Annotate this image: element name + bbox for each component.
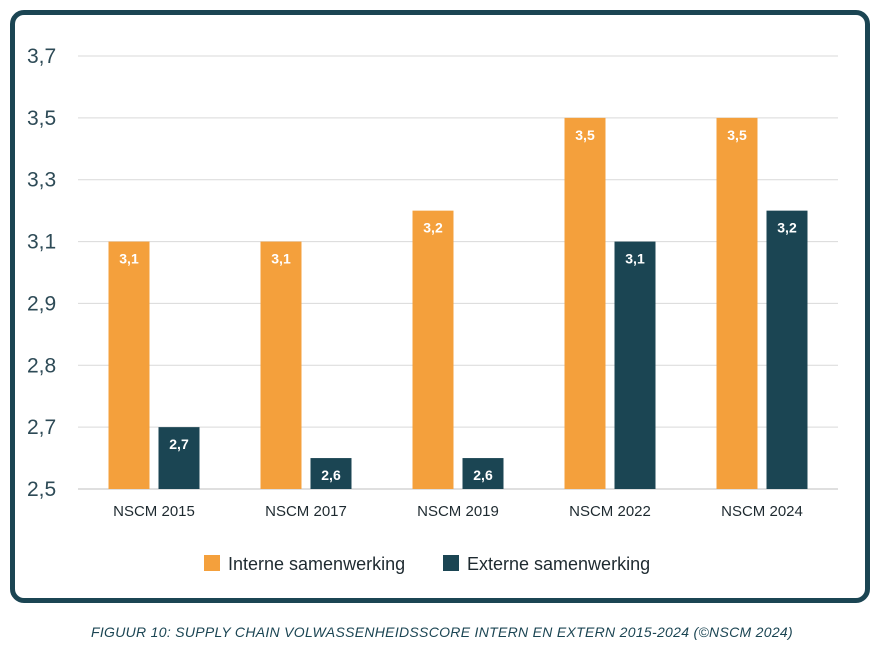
gridlines [78, 55, 838, 490]
bar-chart: 2,5 2,7 2,8 2,9 3,1 3,3 3,5 3,7 3,1 2,7 3,1 2,6 3,2… [27, 45, 838, 574]
y-tick-label: 3,7 [27, 45, 56, 68]
bar-value-label: 3,1 [119, 251, 139, 267]
bar-interne-0 [108, 241, 150, 489]
y-tick-label: 3,5 [27, 107, 56, 130]
y-axis-ticks: 2,5 2,7 2,8 2,9 3,1 3,3 3,5 3,7 [27, 45, 56, 501]
legend-swatch [443, 555, 459, 571]
bar-interne-1 [260, 241, 302, 489]
legend-label: Interne samenwerking [228, 554, 405, 574]
x-axis-categories: NSCM 2015 NSCM 2017 NSCM 2019 NSCM 2022 NSCM… [113, 503, 803, 520]
bar-externe-1 [310, 458, 352, 489]
bar-value-label: 3,2 [423, 220, 443, 236]
bar-value-label: 2,7 [169, 436, 189, 452]
bar-externe-4 [766, 210, 808, 489]
bar-interne-4 [716, 117, 758, 489]
legend: Interne samenwerking Externe samenwerking [204, 554, 650, 574]
legend-swatch [204, 555, 220, 571]
x-category-label: NSCM 2019 [417, 503, 499, 520]
bar-value-label: 3,1 [271, 251, 291, 267]
y-tick-label: 2,5 [27, 478, 56, 501]
bar-value-label: 2,6 [321, 467, 341, 483]
bar-interne-3 [564, 117, 606, 489]
chart-frame [10, 10, 870, 603]
x-category-label: NSCM 2024 [721, 503, 803, 520]
bar-value-label: 2,6 [473, 467, 493, 483]
bar-value-label: 3,1 [625, 251, 645, 267]
value-labels: 3,1 2,7 3,1 2,6 3,2 2,6 3,5 3,1 3,5 3,2 [119, 127, 797, 483]
y-tick-label: 3,3 [27, 169, 56, 192]
bars [108, 117, 808, 489]
bar-value-label: 3,2 [777, 220, 797, 236]
y-tick-label: 2,9 [27, 292, 56, 315]
bar-externe-2 [462, 458, 504, 489]
legend-label: Externe samenwerking [467, 554, 650, 574]
bar-value-label: 3,5 [727, 127, 747, 143]
bar-externe-0 [158, 427, 200, 489]
y-tick-label: 2,8 [27, 354, 56, 377]
y-tick-label: 2,7 [27, 416, 56, 439]
bar-value-label: 3,5 [575, 127, 595, 143]
y-tick-label: 3,1 [27, 231, 56, 254]
x-category-label: NSCM 2015 [113, 503, 195, 520]
bar-externe-3 [614, 241, 656, 489]
x-category-label: NSCM 2017 [265, 503, 347, 520]
bar-interne-2 [412, 210, 454, 489]
figure-caption: FIGUUR 10: SUPPLY CHAIN VOLWASSENHEIDSSC… [91, 624, 793, 640]
x-category-label: NSCM 2022 [569, 503, 651, 520]
